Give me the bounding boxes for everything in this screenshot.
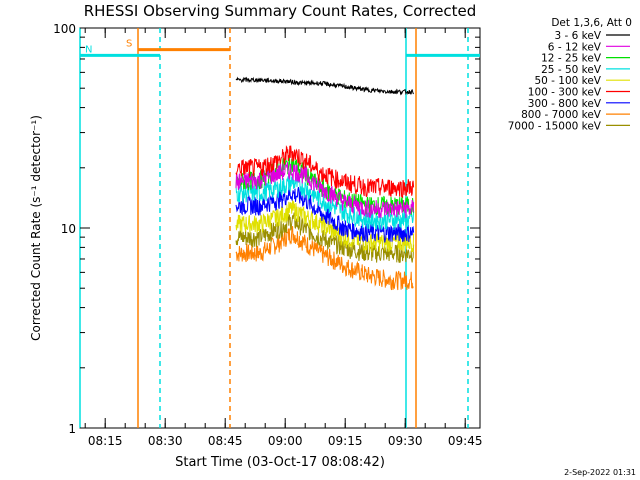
series-line-6 xyxy=(235,186,415,243)
footer-timestamp: 2-Sep-2022 01:31 xyxy=(564,468,636,477)
legend-label-3: 25 - 50 keV xyxy=(541,64,602,76)
legend-label-0: 3 - 6 keV xyxy=(554,30,601,42)
x-tick-label: 09:45 xyxy=(448,434,483,448)
plot-frame xyxy=(79,27,481,429)
series-line-5 xyxy=(235,145,415,199)
x-tick-label: 08:45 xyxy=(208,434,243,448)
x-tick-label: 09:15 xyxy=(328,434,363,448)
legend-label-1: 6 - 12 keV xyxy=(548,41,602,53)
x-tick-label: 09:00 xyxy=(268,434,303,448)
series-line-8 xyxy=(235,212,415,263)
plot-area: SN xyxy=(79,27,481,429)
x-tick-label: 09:30 xyxy=(388,434,423,448)
x-tick-label: 08:30 xyxy=(148,434,183,448)
y-tick-label: 1 xyxy=(68,422,76,436)
series-line-1 xyxy=(235,161,415,219)
x-axis-label: Start Time (03-Oct-17 08:08:42) xyxy=(175,455,385,470)
y-tick-label: 10 xyxy=(61,222,76,236)
legend-label-2: 12 - 25 keV xyxy=(541,53,602,65)
legend-label-6: 300 - 800 keV xyxy=(528,98,602,110)
legend-header: Det 1,3,6, Att 0 xyxy=(551,17,632,29)
y-axis: 1 10 100 xyxy=(53,22,480,436)
y-tick-label: 100 xyxy=(53,22,76,36)
interval-label-1: N xyxy=(85,44,92,55)
interval-label-0: S xyxy=(126,39,132,50)
series-line-0 xyxy=(235,76,414,96)
y-axis-label: Corrected Count Rate (s⁻¹ detector⁻¹) xyxy=(29,115,43,341)
chart-title: RHESSI Observing Summary Count Rates, Co… xyxy=(84,2,477,20)
x-tick-label: 08:15 xyxy=(88,434,123,448)
legend-label-7: 800 - 7000 keV xyxy=(521,109,602,121)
legend-label-8: 7000 - 15000 keV xyxy=(508,120,602,132)
legend-label-5: 100 - 300 keV xyxy=(528,87,602,99)
x-axis: 08:15 08:30 08:45 09:00 09:15 09:30 09:45 xyxy=(84,28,483,448)
series-line-7 xyxy=(235,225,414,291)
legend-label-4: 50 - 100 keV xyxy=(534,75,601,87)
